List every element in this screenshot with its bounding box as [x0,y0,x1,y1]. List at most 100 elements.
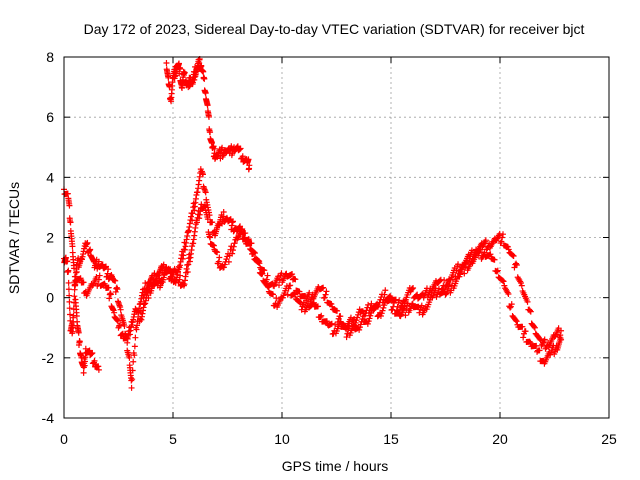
data-point [163,60,170,67]
data-point-interp [89,350,96,357]
data-point [65,267,72,274]
data-point-interp [526,307,533,314]
data-point-interp [524,298,531,305]
data-point-interp [520,334,527,341]
data-point [322,291,329,298]
data-point [531,324,538,331]
data-point-interp [261,267,268,274]
data-point-interp [107,291,114,298]
data-point-interp [276,282,283,289]
data-point-interp [359,308,366,315]
data-point-interp [114,286,121,293]
data-point [202,189,209,196]
data-point-interp [216,254,223,261]
data-point [499,234,506,241]
data-point-interp [184,269,191,276]
data-point [128,384,135,391]
data-point-interp [499,277,506,284]
data-point-interp [491,256,498,263]
data-point-interp [238,227,245,234]
data-point-interp [541,336,548,343]
data-point-interp [505,290,512,297]
data-point-interp [264,282,271,289]
data-point-interp [356,324,363,331]
data-point-interp [352,319,359,326]
data-point-interp [409,285,416,292]
data-point-interp [526,338,533,345]
data-point-interp [328,300,335,307]
x-axis-label: GPS time / hours [282,458,389,474]
data-point [435,285,442,292]
data-point-interp [265,283,272,290]
y-tick-label: 2 [46,230,54,246]
data-point-interp [468,247,475,254]
data-point-interp [287,282,294,289]
data-point-interp [229,250,236,257]
data-point-interp [131,352,138,359]
data-point [337,318,344,325]
data-point-interp [504,243,511,250]
data-point-interp [509,252,516,259]
data-point-interp [80,279,87,286]
data-point-interp [536,347,543,354]
data-point [95,366,102,373]
data-point-interp [219,144,226,151]
data-point [239,153,246,160]
data-point-interp [306,289,313,296]
x-tick-label: 5 [169,431,177,447]
data-point-interp [129,376,136,383]
data-point-interp [517,280,524,287]
data-point-interp [512,317,519,324]
data-point [246,162,253,169]
data-point [285,285,292,292]
data-point-interp [328,320,335,327]
data-point-interp [477,246,484,253]
data-point [390,303,397,310]
data-point-interp [367,312,374,319]
data-point-interp [69,243,76,250]
data-point-interp [229,247,236,254]
data-point [361,312,368,319]
data-point-interp [70,306,77,313]
data-point-interp [410,284,417,291]
data-point-interp [321,294,328,301]
data-point-interp [320,284,327,291]
data-point-interp [245,156,252,163]
data-point-interp [482,237,489,244]
axis-ticks: 0 5 10 15 20 25 -4 -2 0 2 4 6 8 [42,49,617,447]
data-point-interp [66,311,73,318]
data-point [80,369,87,376]
data-point [527,339,534,346]
data-point [207,129,214,136]
data-point-interp [64,258,71,265]
data-point-interp [494,268,501,275]
data-point-interp [105,266,112,273]
data-point-interp [353,317,360,324]
data-point-interp [373,304,380,311]
data-point [505,246,512,253]
data-point-interp [71,299,78,306]
data-point-interp [251,249,258,256]
data-point-interp [75,329,82,336]
data-point-interp [71,293,78,300]
data-point [409,300,416,307]
data-point-interp [145,294,152,301]
data-point-interp [342,322,349,329]
data-point-interp [205,113,212,120]
data-point-interp [389,306,396,313]
data-point-interp [354,314,361,321]
data-point [202,90,209,97]
data-point-interp [522,328,529,335]
data-point-interp [66,305,73,312]
data-point [558,327,565,334]
data-point-interp [220,209,227,216]
data-point-interp [76,338,83,345]
data-point-interp [270,291,277,298]
data-point-interp [510,253,517,260]
data-point-interp [499,231,506,238]
data-point-interp [441,277,448,284]
data-point-interp [105,284,112,291]
data-point-interp [73,269,80,276]
data-point-interp [96,272,103,279]
data-point-interp [211,145,218,152]
